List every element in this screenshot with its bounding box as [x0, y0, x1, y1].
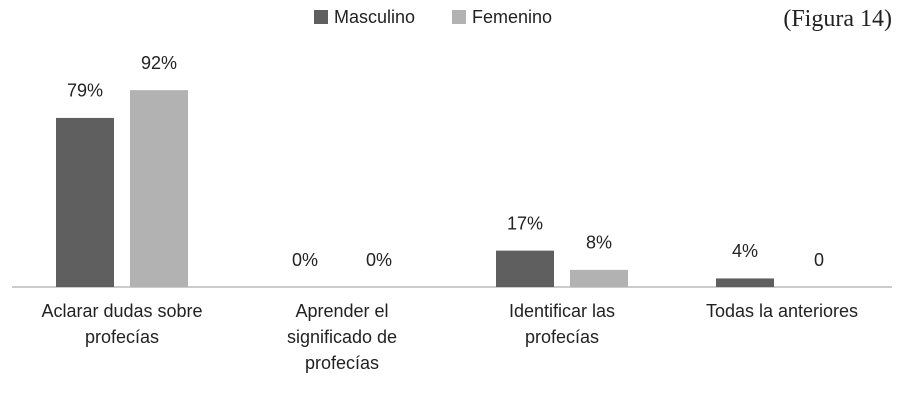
bar — [716, 278, 774, 287]
data-label: 17% — [507, 213, 543, 233]
x-tick-label: Identificar las profecías — [508, 301, 616, 347]
bar — [570, 269, 628, 287]
data-label: 0 — [814, 250, 824, 270]
legend-swatch — [314, 10, 328, 24]
x-tick-label: Aclarar dudas sobre profecías — [41, 301, 203, 347]
bar — [56, 117, 114, 287]
data-label: 4% — [732, 241, 758, 261]
annotation: (Figura 14) — [783, 6, 892, 32]
bar — [496, 250, 554, 287]
x-tick-label: Todas la anteriores — [705, 301, 859, 321]
data-label: 92% — [141, 53, 177, 73]
legend-label: Masculino — [334, 7, 415, 27]
data-label: 0% — [292, 250, 318, 270]
legend-label: Femenino — [472, 7, 552, 27]
data-label: 79% — [67, 81, 103, 101]
bar — [130, 90, 188, 288]
data-label: 0% — [366, 250, 392, 270]
data-label: 8% — [586, 233, 612, 253]
legend-swatch — [452, 10, 466, 24]
x-tick-label: Aprender el significado de profecías — [286, 301, 398, 373]
